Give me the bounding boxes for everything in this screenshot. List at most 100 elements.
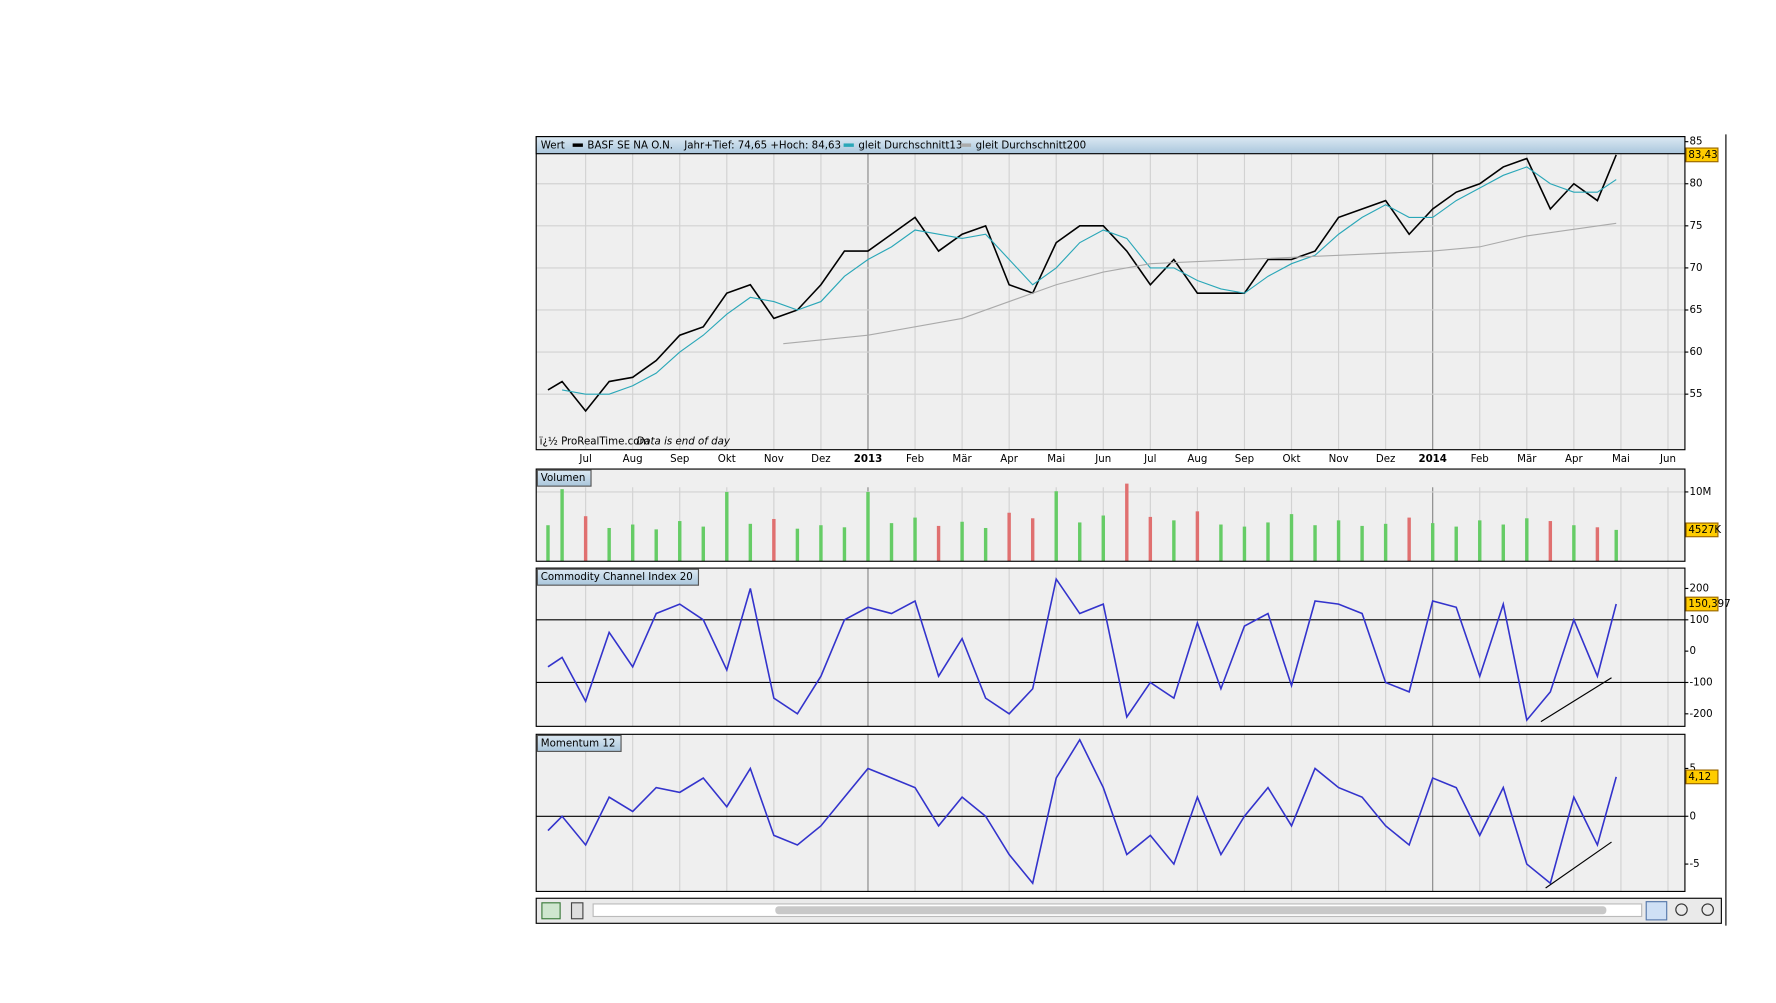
instrument-name: BASF SE NA O.N. (587, 140, 673, 152)
volume-bar (1078, 522, 1082, 562)
series-line (561, 166, 1617, 395)
last-value-label: 4,12 (1688, 771, 1711, 783)
last-value-label: 150,397 (1688, 598, 1730, 610)
panel-title: Commodity Channel Index 20 (541, 571, 693, 583)
y-tick-label: 70 (1689, 262, 1702, 274)
volume-bar (866, 491, 870, 562)
x-tick-label: Mai (1047, 453, 1065, 465)
y-tick-label: 200 (1689, 582, 1709, 594)
y-tick-label: 80 (1689, 178, 1702, 190)
x-tick-label: Mai (1612, 453, 1630, 465)
volume-bar (546, 525, 550, 562)
x-tick-label: Dez (1376, 453, 1396, 465)
x-tick-label: Okt (1283, 453, 1301, 465)
volume-bar (1595, 527, 1600, 562)
volume-bar (1148, 516, 1153, 562)
x-tick-label: 2013 (854, 453, 882, 465)
x-tick-label: Okt (718, 453, 736, 465)
volume-bar (1360, 525, 1364, 562)
volume-bar (795, 528, 800, 562)
x-tick-label: Mär (1517, 453, 1537, 465)
x-tick-label: Feb (906, 453, 924, 465)
panel (536, 469, 1685, 562)
x-tick-label: Sep (1235, 453, 1254, 465)
volume-bar (1572, 525, 1576, 562)
y-tick-label: 75 (1689, 220, 1702, 232)
series-line (547, 154, 1617, 413)
last-value-label: 4527K (1688, 524, 1721, 536)
trend-line (1545, 841, 1612, 889)
volume-bar (913, 517, 917, 562)
y-tick-label: 55 (1689, 388, 1702, 400)
volume-bar (936, 525, 941, 562)
last-value-badge (1685, 596, 1719, 612)
panel-frame (535, 468, 1686, 562)
series-line (783, 222, 1617, 345)
volume-bar (1219, 524, 1223, 562)
volume-bar (583, 516, 588, 562)
volume-bar (630, 524, 635, 562)
volume-bar (889, 523, 894, 562)
zoom-fit-button[interactable] (1645, 901, 1668, 921)
volume-bar (772, 518, 776, 562)
x-tick-label: Aug (1187, 453, 1207, 465)
y-tick-label: 100 (1689, 614, 1709, 626)
legend-label: gleit Durchschnitt200 (976, 140, 1087, 152)
x-tick-label: Dez (811, 453, 831, 465)
y-tick-label: 5 (1689, 762, 1696, 774)
y-tick-label: 60 (1689, 346, 1702, 358)
zoom-out-button[interactable] (1675, 903, 1688, 916)
range-note: Jahr+Tief: 74,65 +Hoch: 84,63 (683, 140, 841, 152)
panel-title: Wert (541, 140, 565, 152)
x-tick-label: Sep (670, 453, 689, 465)
volume-bar (1478, 520, 1482, 562)
panel (536, 734, 1685, 892)
volume-bar (1242, 526, 1247, 562)
x-tick-label: Jul (1143, 453, 1156, 465)
x-tick-label: Feb (1471, 453, 1489, 465)
footer-note: Data is end of day (636, 436, 731, 448)
chart-type-button[interactable] (541, 902, 561, 920)
legend-swatch (843, 143, 854, 147)
volume-bar (1501, 524, 1505, 562)
last-value-badge (1685, 147, 1719, 163)
volume-bar (842, 527, 847, 562)
panel-title-box (536, 568, 700, 586)
volume-bar (607, 527, 611, 562)
volume-bar (1125, 483, 1129, 562)
volume-bar (1289, 514, 1294, 562)
panel-frame (535, 567, 1686, 727)
volume-bar (1172, 520, 1176, 562)
volume-bar (1336, 520, 1341, 562)
y-tick-label: -100 (1689, 676, 1712, 688)
footer-source: ï¿½ ProRealTime.com (539, 436, 650, 448)
legend-swatch (572, 143, 583, 147)
x-tick-label: 2014 (1418, 453, 1446, 465)
legend-label: gleit Durchschnitt13 (858, 140, 962, 152)
volume-bar (1614, 529, 1618, 562)
settings-button[interactable] (570, 902, 584, 920)
volume-bar (1548, 521, 1553, 562)
volume-bar (1454, 526, 1458, 562)
volume-bar (960, 521, 964, 562)
zoom-in-button[interactable] (1701, 903, 1714, 916)
panel-title-box (536, 734, 622, 752)
legend-swatch (960, 143, 972, 147)
x-tick-label: Jun (1094, 453, 1111, 465)
volume-bar (725, 491, 729, 562)
volume-bar (701, 526, 705, 562)
x-tick-label: Nov (1329, 453, 1349, 465)
volume-bar (1430, 523, 1435, 562)
legend-bar (535, 136, 1686, 155)
x-tick-label: Mär (952, 453, 972, 465)
volume-bar (560, 489, 564, 562)
scrollbar-thumb[interactable] (775, 906, 1607, 915)
volume-bar (748, 523, 753, 562)
y-tick-label: 0 (1689, 810, 1696, 822)
volume-bar (1525, 518, 1529, 562)
volume-bar (1407, 517, 1411, 562)
y-tick-label: 0 (1689, 645, 1696, 657)
volume-bar (1313, 525, 1317, 562)
